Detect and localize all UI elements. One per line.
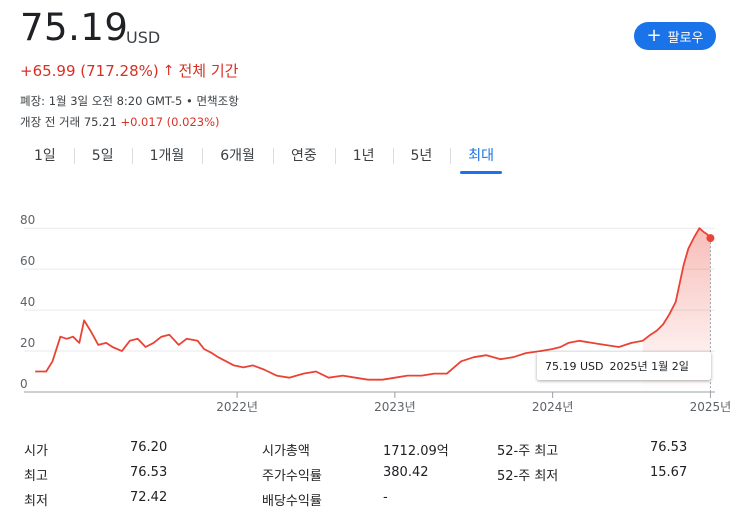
- tooltip-date: 2025년 1월 2일: [609, 360, 689, 373]
- stat-value: -: [383, 490, 388, 505]
- follow-button-label: 팔로우: [667, 30, 704, 46]
- stat-label: 52-주 최고: [497, 444, 559, 459]
- tab-1y[interactable]: 1년: [334, 146, 393, 172]
- x-tick-label: 2022년: [216, 400, 258, 414]
- tab-ytd[interactable]: 연중: [272, 146, 335, 172]
- stat-value: 15.67: [650, 465, 688, 480]
- stat-value: 76.53: [130, 465, 168, 480]
- stat-label: 52-주 최저: [497, 469, 559, 484]
- tab-max[interactable]: 최대: [450, 146, 512, 174]
- hover-point: [706, 234, 715, 243]
- stat-value: 72.42: [130, 490, 168, 505]
- y-tick-label: 0: [20, 377, 28, 391]
- stat-label: 시가총액: [262, 444, 310, 459]
- x-tick-label: 2025년: [690, 400, 732, 414]
- y-tick-label: 20: [20, 336, 35, 350]
- tab-5d[interactable]: 5일: [73, 146, 132, 172]
- x-tick-label: 2023년: [374, 400, 416, 414]
- change-value: +65.99 (717.28%): [20, 61, 159, 80]
- stat-value: 380.42: [383, 465, 429, 480]
- current-price: 75.19: [20, 6, 129, 49]
- y-tick-label: 60: [20, 254, 35, 268]
- area-fill: [642, 228, 711, 392]
- arrow-up-icon: ↑: [162, 62, 175, 79]
- change-period: 전체 기간: [178, 62, 239, 80]
- y-tick-label: 80: [20, 213, 35, 227]
- follow-button[interactable]: + 팔로우: [634, 22, 716, 50]
- price-change: +65.99 (717.28%) ↑ 전체 기간: [20, 60, 238, 81]
- price-chart[interactable]: 80 60 40 20 0 2022년 2023년 2024년 2025년: [0, 196, 743, 426]
- stat-value: 76.20: [130, 440, 168, 455]
- chart-tooltip: 75.19 USD 2025년 1월 2일: [537, 352, 711, 380]
- stat-label: 최저: [24, 494, 48, 509]
- stat-open: 시가: [24, 440, 48, 459]
- stat-label: 배당수익률: [262, 494, 322, 509]
- stat-value: 76.53: [650, 440, 688, 455]
- plus-icon: +: [646, 25, 662, 46]
- x-tick-label: 2024년: [532, 400, 574, 414]
- tab-1d[interactable]: 1일: [34, 148, 56, 164]
- stat-label: 최고: [24, 469, 48, 484]
- tooltip-price: 75.19 USD: [545, 359, 604, 373]
- tab-5y[interactable]: 5년: [392, 146, 451, 172]
- price-line: [35, 227, 712, 381]
- stat-label: 주가수익률: [262, 469, 322, 484]
- premarket-label: 개장 전 거래 75.21: [20, 115, 117, 129]
- stat-label: 시가: [24, 444, 48, 459]
- tab-1m[interactable]: 1개월: [131, 146, 203, 172]
- y-tick-label: 40: [20, 295, 35, 309]
- stat-value: 1712.09억: [383, 444, 449, 459]
- tab-6m[interactable]: 6개월: [202, 146, 273, 172]
- currency-label: USD: [126, 28, 161, 47]
- premarket-change: +0.017 (0.023%): [120, 115, 220, 129]
- range-tabs: 1일 5일 1개월 6개월 연중 1년 5년 최대: [16, 146, 512, 176]
- close-info: 폐장: 1월 3일 오전 8:20 GMT-5 • 면책조항: [20, 94, 239, 108]
- premarket-info: 개장 전 거래 75.21 +0.017 (0.023%): [20, 114, 220, 130]
